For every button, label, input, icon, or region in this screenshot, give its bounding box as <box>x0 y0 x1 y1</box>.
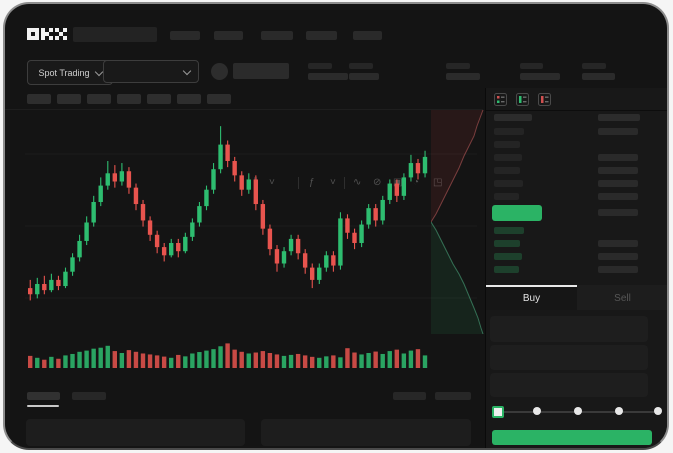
market-type-selector[interactable]: Spot Trading <box>27 60 113 85</box>
last-price-button[interactable] <box>492 205 542 221</box>
market-type-label: Spot Trading <box>38 67 90 78</box>
total-input-placeholder[interactable] <box>490 373 648 397</box>
chevron-down-icon[interactable]: ˅ <box>269 177 275 188</box>
slider-handle[interactable] <box>492 406 504 418</box>
nav-item-placeholder[interactable] <box>353 31 382 40</box>
timeframe-button-placeholder[interactable] <box>27 94 51 104</box>
tab-sell-label: Sell <box>614 293 631 304</box>
bid-amount-placeholder <box>598 253 638 260</box>
toolbar-divider <box>344 177 345 189</box>
stat-value-placeholder <box>520 73 560 80</box>
ask-amount-placeholder <box>598 193 638 200</box>
bottom-tab-placeholder[interactable] <box>72 392 106 400</box>
price-input-placeholder[interactable] <box>490 316 648 342</box>
bid-price-placeholder[interactable] <box>494 240 520 247</box>
ask-price-placeholder[interactable] <box>494 180 523 187</box>
stat-value-placeholder <box>308 73 348 80</box>
timeframe-button-placeholder[interactable] <box>207 94 231 104</box>
coin-avatar <box>211 63 228 80</box>
camera-icon[interactable]: ▣ <box>393 177 403 188</box>
timeframe-button-placeholder[interactable] <box>117 94 141 104</box>
toolbar-divider <box>298 177 299 189</box>
tab-sell[interactable]: Sell <box>577 285 667 310</box>
chevron-down-icon[interactable]: ˅ <box>330 177 336 188</box>
nav-item-placeholder[interactable] <box>306 31 337 40</box>
orderbook-header-border <box>486 110 667 111</box>
ask-amount-placeholder <box>598 209 638 216</box>
orders-panel-placeholder <box>261 419 471 446</box>
tab-buy[interactable]: Buy <box>486 285 577 310</box>
orderbook-col-header-placeholder <box>494 114 532 121</box>
ask-amount-placeholder <box>598 167 638 174</box>
slider-stop[interactable] <box>574 407 582 415</box>
nav-item-placeholder[interactable] <box>170 31 200 40</box>
bid-amount-placeholder <box>598 266 638 273</box>
tab-buy-label: Buy <box>522 293 541 304</box>
active-tab-underline <box>27 405 59 407</box>
depth-chart <box>431 110 484 334</box>
chevron-down-icon <box>182 66 192 75</box>
slider-stop[interactable] <box>654 407 662 415</box>
fullscreen-icon[interactable]: ◳ <box>433 176 442 190</box>
bid-price-placeholder[interactable] <box>494 227 524 234</box>
stat-label-placeholder <box>349 63 373 69</box>
stat-label-placeholder <box>446 63 470 69</box>
orderbook-col-header-placeholder <box>598 114 640 121</box>
ask-amount-placeholder <box>598 154 638 161</box>
compare-icon[interactable]: ⊘ <box>373 177 382 188</box>
right-panel: Buy Sell <box>485 88 667 448</box>
ask-price-placeholder[interactable] <box>494 167 520 174</box>
bottom-tab-active-placeholder[interactable] <box>27 392 60 400</box>
orderbook-view-all-icon[interactable] <box>494 93 507 106</box>
timeframe-button-placeholder[interactable] <box>87 94 111 104</box>
amount-slider[interactable] <box>492 406 662 418</box>
bottom-action-placeholder[interactable] <box>393 392 426 400</box>
ask-amount-placeholder <box>598 180 638 187</box>
slider-stop[interactable] <box>533 407 541 415</box>
line-tool-icon[interactable]: ∿ <box>353 177 362 188</box>
stat-label-placeholder <box>520 63 543 69</box>
orderbook-view-asks-icon[interactable] <box>538 93 551 106</box>
nav-item-placeholder[interactable] <box>214 31 243 40</box>
okx-logo[interactable] <box>27 28 67 40</box>
chevron-down-icon <box>94 67 103 76</box>
slider-stop[interactable] <box>615 407 623 415</box>
bottom-section <box>5 384 483 448</box>
chart-toolbar: ∥ ˅ ƒ ˅ ∿ ⊘ ▣ ◔ ◳ <box>5 88 483 189</box>
bid-price-placeholder[interactable] <box>494 266 519 273</box>
timeframe-button-placeholder[interactable] <box>177 94 201 104</box>
ask-amount-placeholder <box>598 128 638 135</box>
top-nav <box>5 4 667 52</box>
stat-value-placeholder <box>582 73 615 80</box>
search-bar-placeholder[interactable] <box>73 27 157 42</box>
ask-price-placeholder[interactable] <box>494 193 519 200</box>
stat-value-placeholder <box>349 73 379 80</box>
app-window: Spot Trading ∥ ˅ ƒ ˅ ∿ ⊘ <box>3 2 669 450</box>
orderbook-view-bids-icon[interactable] <box>516 93 529 106</box>
bid-price-placeholder[interactable] <box>494 253 522 260</box>
stat-label-placeholder <box>308 63 332 69</box>
bid-amount-placeholder <box>598 240 638 247</box>
timeframe-button-placeholder[interactable] <box>57 94 81 104</box>
orders-panel-placeholder <box>26 419 245 446</box>
toolbar-bottom-border <box>5 109 483 110</box>
stat-label-placeholder <box>582 63 606 69</box>
pair-selector[interactable] <box>103 60 199 83</box>
buy-submit-button[interactable] <box>492 430 652 445</box>
ask-price-placeholder[interactable] <box>494 128 524 135</box>
amount-input-placeholder[interactable] <box>490 345 648 370</box>
trade-tabs: Buy Sell <box>486 285 667 310</box>
ask-price-placeholder[interactable] <box>494 154 522 161</box>
timer-icon[interactable]: ◔ <box>413 177 420 188</box>
nav-item-placeholder[interactable] <box>261 31 293 40</box>
bottom-action-placeholder[interactable] <box>435 392 471 400</box>
pair-name-placeholder <box>233 63 289 79</box>
ask-price-placeholder[interactable] <box>494 141 520 148</box>
stat-value-placeholder <box>446 73 480 80</box>
candlestick-chart <box>25 126 477 368</box>
market-header: Spot Trading <box>5 52 667 88</box>
indicators-fx-icon[interactable]: ƒ <box>309 177 315 188</box>
timeframe-button-placeholder[interactable] <box>147 94 171 104</box>
